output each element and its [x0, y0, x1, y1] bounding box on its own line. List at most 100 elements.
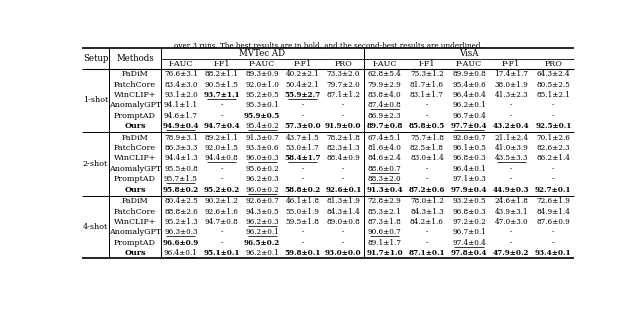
Text: 93.4±0.1: 93.4±0.1 [535, 249, 572, 257]
Text: -: - [510, 175, 513, 183]
Text: 38.0±1.9: 38.0±1.9 [494, 80, 528, 88]
Text: 95.1±0.1: 95.1±0.1 [204, 249, 240, 257]
Text: 86.3±3.3: 86.3±3.3 [164, 144, 198, 152]
Text: 89.3±0.9: 89.3±0.9 [245, 70, 279, 78]
Text: 88.4±0.9: 88.4±0.9 [326, 155, 360, 162]
Text: 43.5±3.3: 43.5±3.3 [495, 155, 528, 162]
Text: 94.1±1.1: 94.1±1.1 [164, 101, 198, 109]
Text: PaDiM: PaDiM [122, 197, 148, 205]
Text: 58.8±0.2: 58.8±0.2 [285, 186, 321, 194]
Text: I-F1: I-F1 [419, 60, 435, 68]
Text: 94.9±0.4: 94.9±0.4 [163, 122, 199, 130]
Text: PatchCore: PatchCore [114, 208, 156, 216]
Text: -: - [301, 175, 304, 183]
Text: 79.9±2.9: 79.9±2.9 [368, 80, 402, 88]
Text: 96.7±0.1: 96.7±0.1 [452, 228, 486, 236]
Text: 95.5±0.8: 95.5±0.8 [164, 165, 198, 173]
Text: -: - [220, 112, 223, 120]
Text: 67.4±5.1: 67.4±5.1 [368, 134, 402, 142]
Text: 93.3±0.6: 93.3±0.6 [245, 144, 279, 152]
Text: 47.0±3.0: 47.0±3.0 [494, 218, 528, 226]
Text: 82.5±1.8: 82.5±1.8 [410, 144, 444, 152]
Text: 53.0±1.7: 53.0±1.7 [286, 144, 319, 152]
Text: -: - [552, 175, 555, 183]
Text: -: - [552, 228, 555, 236]
Text: 85.3±2.1: 85.3±2.1 [368, 208, 402, 216]
Text: 94.4±0.8: 94.4±0.8 [205, 155, 238, 162]
Text: MVTec AD: MVTec AD [239, 49, 285, 58]
Text: 96.2±0.1: 96.2±0.1 [452, 101, 486, 109]
Text: 92.7±0.1: 92.7±0.1 [535, 186, 572, 194]
Text: PromptAD: PromptAD [114, 239, 156, 247]
Text: -: - [301, 112, 304, 120]
Text: 81.6±4.0: 81.6±4.0 [368, 144, 402, 152]
Text: 89.7±0.8: 89.7±0.8 [367, 122, 403, 130]
Text: 1-shot: 1-shot [83, 96, 108, 104]
Text: 87.3±1.8: 87.3±1.8 [368, 218, 402, 226]
Text: 96.0±0.3: 96.0±0.3 [245, 155, 279, 162]
Text: -: - [220, 165, 223, 173]
Text: 58.4±1.7: 58.4±1.7 [285, 155, 321, 162]
Text: -: - [220, 175, 223, 183]
Text: -: - [552, 101, 555, 109]
Text: 92.6±1.6: 92.6±1.6 [205, 208, 239, 216]
Text: 88.2±1.1: 88.2±1.1 [205, 70, 239, 78]
Text: 93.2±0.5: 93.2±0.5 [452, 197, 486, 205]
Text: 88.6±0.7: 88.6±0.7 [368, 165, 402, 173]
Text: -: - [301, 165, 304, 173]
Text: 87.2±0.6: 87.2±0.6 [409, 186, 445, 194]
Text: 75.3±1.2: 75.3±1.2 [410, 70, 444, 78]
Text: 95.7±1.5: 95.7±1.5 [164, 175, 198, 183]
Text: 94.6±1.7: 94.6±1.7 [164, 112, 198, 120]
Text: AnomalyGPT: AnomalyGPT [109, 101, 161, 109]
Text: 97.9±0.4: 97.9±0.4 [451, 186, 487, 194]
Text: 81.3±1.9: 81.3±1.9 [326, 197, 360, 205]
Text: -: - [342, 228, 344, 236]
Text: 90.2±1.2: 90.2±1.2 [205, 197, 239, 205]
Text: 95.3±0.1: 95.3±0.1 [245, 101, 279, 109]
Text: AnomalyGPT: AnomalyGPT [109, 228, 161, 236]
Text: 72.8±2.9: 72.8±2.9 [368, 197, 402, 205]
Text: I-F1: I-F1 [213, 60, 230, 68]
Text: -: - [426, 101, 428, 109]
Text: 81.7±1.6: 81.7±1.6 [410, 80, 444, 88]
Text: -: - [342, 101, 344, 109]
Text: Ours: Ours [124, 122, 146, 130]
Text: 86.9±2.3: 86.9±2.3 [368, 112, 401, 120]
Text: 21.1±2.4: 21.1±2.4 [494, 134, 528, 142]
Text: 97.7±0.4: 97.7±0.4 [451, 122, 488, 130]
Text: 97.8±0.4: 97.8±0.4 [451, 249, 487, 257]
Text: -: - [552, 165, 555, 173]
Text: 62.8±5.4: 62.8±5.4 [368, 70, 402, 78]
Text: PRO: PRO [545, 60, 563, 68]
Text: 84.3±1.4: 84.3±1.4 [326, 208, 360, 216]
Text: 94.3±0.5: 94.3±0.5 [245, 208, 279, 216]
Text: 87.6±0.9: 87.6±0.9 [536, 218, 570, 226]
Text: 72.6±1.9: 72.6±1.9 [536, 197, 570, 205]
Text: 87.1±1.2: 87.1±1.2 [326, 91, 360, 99]
Text: 96.1±0.5: 96.1±0.5 [452, 144, 486, 152]
Text: WinCLIP+: WinCLIP+ [114, 155, 156, 162]
Text: 88.8±2.6: 88.8±2.6 [164, 208, 198, 216]
Text: 96.2±0.3: 96.2±0.3 [245, 175, 279, 183]
Text: 90.5±1.5: 90.5±1.5 [205, 80, 239, 88]
Text: 85.8±0.5: 85.8±0.5 [409, 122, 445, 130]
Text: 97.4±0.4: 97.4±0.4 [452, 239, 486, 247]
Text: -: - [301, 228, 304, 236]
Text: 55.0±1.9: 55.0±1.9 [286, 208, 319, 216]
Text: 87.1±0.1: 87.1±0.1 [408, 249, 445, 257]
Text: -: - [552, 239, 555, 247]
Text: -: - [510, 101, 513, 109]
Text: 96.6±0.9: 96.6±0.9 [163, 239, 199, 247]
Text: 55.9±2.7: 55.9±2.7 [285, 91, 321, 99]
Text: -: - [301, 239, 304, 247]
Text: 95.6±0.2: 95.6±0.2 [245, 165, 279, 173]
Text: P-F1: P-F1 [502, 60, 520, 68]
Text: 87.4±0.8: 87.4±0.8 [368, 101, 402, 109]
Text: PatchCore: PatchCore [114, 144, 156, 152]
Text: 97.1±0.3: 97.1±0.3 [452, 175, 486, 183]
Text: PaDiM: PaDiM [122, 134, 148, 142]
Text: I-AUC: I-AUC [169, 60, 193, 68]
Text: 95.4±0.6: 95.4±0.6 [452, 80, 486, 88]
Text: P-AUC: P-AUC [249, 60, 275, 68]
